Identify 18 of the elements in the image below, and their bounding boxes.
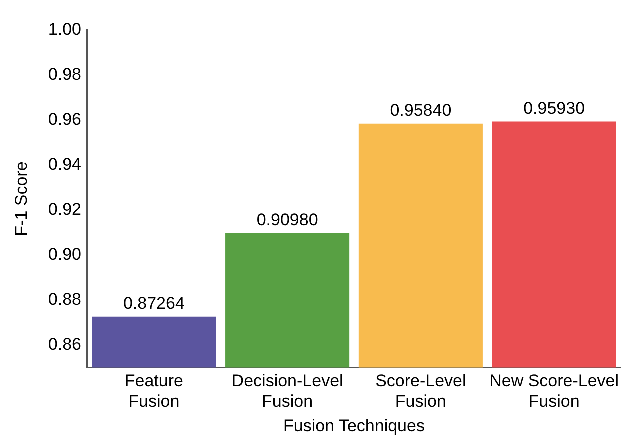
y-tick-label: 0.96 (48, 110, 82, 129)
y-tick-label: 0.88 (48, 290, 82, 309)
y-tick-label: 1.00 (48, 20, 82, 39)
x-tick-label: Decision-Level Fusion (232, 372, 344, 412)
x-tick-label: New Score-Level Fusion (490, 372, 620, 412)
y-tick-label: 0.94 (48, 154, 82, 174)
y-tick-label: 0.92 (48, 200, 82, 219)
x-tick-label: Feature Fusion (124, 372, 184, 412)
y-tick-label: 0.90 (48, 244, 82, 264)
y-tick-label: 0.86 (48, 334, 82, 354)
x-tick-label: Score-Level Fusion (376, 372, 466, 412)
x-axis-title: Fusion Techniques (284, 416, 425, 436)
y-tick-label: 0.98 (48, 64, 82, 84)
data-label: 0.95930 (524, 98, 586, 118)
data-label: 0.95840 (390, 101, 452, 120)
y-axis-title: F-1 Score (12, 162, 31, 236)
data-label: 0.90980 (256, 210, 318, 230)
data-label: 0.87264 (123, 294, 185, 314)
